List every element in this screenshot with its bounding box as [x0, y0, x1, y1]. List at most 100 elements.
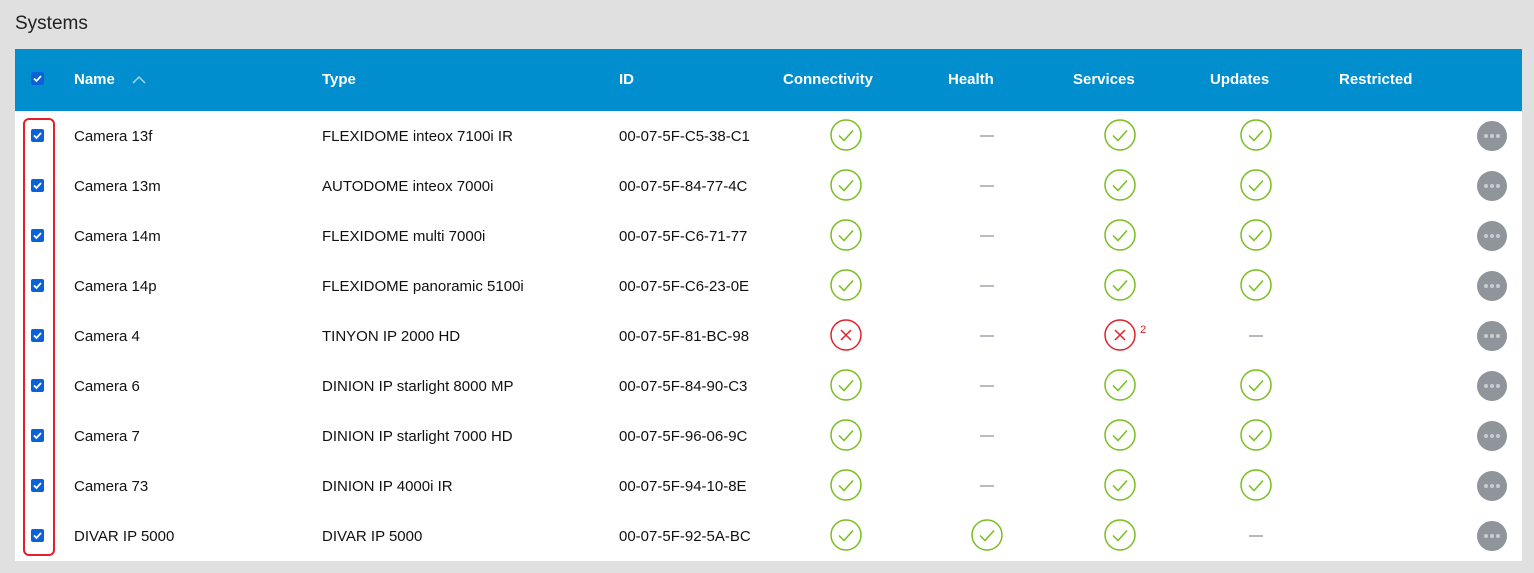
system-name: Camera 4	[74, 328, 140, 345]
system-name: Camera 14p	[74, 278, 157, 295]
system-type: DINION IP 4000i IR	[322, 478, 453, 495]
services-check-circle-icon	[1104, 169, 1136, 201]
system-type: AUTODOME inteox 7000i	[322, 178, 494, 195]
connectivity-check-circle-icon	[830, 469, 862, 501]
system-type: DINION IP starlight 7000 HD	[322, 428, 513, 445]
health-none-dash	[980, 435, 994, 437]
system-type: FLEXIDOME inteox 7100i IR	[322, 128, 513, 145]
services-check-circle-icon	[1104, 219, 1136, 251]
connectivity-check-circle-icon	[830, 369, 862, 401]
systems-table: Name Type ID Connectivity Health Service…	[15, 49, 1522, 561]
system-name: DIVAR IP 5000	[74, 528, 175, 545]
health-none-dash	[980, 335, 994, 337]
more-options-button[interactable]	[1477, 271, 1507, 301]
system-type: TINYON IP 2000 HD	[322, 328, 461, 345]
connectivity-check-circle-icon	[830, 219, 862, 251]
connectivity-check-circle-icon	[830, 119, 862, 151]
updates-check-circle-icon	[1240, 169, 1272, 201]
system-name: Camera 73	[74, 478, 149, 495]
system-id: 00-07-5F-84-90-C3	[619, 378, 748, 395]
system-id: 00-07-5F-C6-23-0E	[619, 278, 750, 295]
more-options-button[interactable]	[1477, 371, 1507, 401]
row-checkbox[interactable]	[31, 129, 44, 142]
updates-check-circle-icon	[1240, 219, 1272, 251]
table-row[interactable]: Camera 4 TINYON IP 2000 HD 00-07-5F-81-B…	[15, 311, 1522, 361]
column-updates[interactable]: Updates	[1210, 71, 1270, 88]
updates-check-circle-icon	[1240, 419, 1272, 451]
updates-none-dash	[1249, 535, 1263, 537]
system-id: 00-07-5F-81-BC-98	[619, 328, 750, 345]
system-id: 00-07-5F-84-77-4C	[619, 178, 748, 195]
health-none-dash	[980, 285, 994, 287]
health-none-dash	[980, 135, 994, 137]
system-name: Camera 13m	[74, 178, 161, 195]
system-id: 00-07-5F-C6-71-77	[619, 228, 748, 245]
services-check-circle-icon	[1104, 419, 1136, 451]
row-checkbox[interactable]	[31, 379, 44, 392]
updates-check-circle-icon	[1240, 119, 1272, 151]
page-title: Systems	[15, 13, 88, 34]
select-all-checkbox[interactable]	[31, 72, 44, 85]
table-row[interactable]: Camera 14p FLEXIDOME panoramic 5100i 00-…	[15, 261, 1522, 311]
connectivity-check-circle-icon	[830, 419, 862, 451]
row-checkbox[interactable]	[31, 429, 44, 442]
system-type: FLEXIDOME panoramic 5100i	[322, 278, 524, 295]
system-type: DIVAR IP 5000	[322, 528, 423, 545]
connectivity-check-circle-icon	[830, 169, 862, 201]
table-row[interactable]: Camera 7 DINION IP starlight 7000 HD 00-…	[15, 411, 1522, 461]
row-checkbox[interactable]	[31, 479, 44, 492]
health-check-circle-icon	[971, 519, 1003, 551]
table-row[interactable]: Camera 6 DINION IP starlight 8000 MP 00-…	[15, 361, 1522, 411]
table-row[interactable]: Camera 73 DINION IP 4000i IR 00-07-5F-94…	[15, 461, 1522, 511]
column-services[interactable]: Services	[1073, 71, 1135, 88]
more-options-button[interactable]	[1477, 521, 1507, 551]
connectivity-x-circle-icon	[830, 319, 862, 351]
table-row[interactable]: Camera 13f FLEXIDOME inteox 7100i IR 00-…	[15, 111, 1522, 161]
row-checkbox[interactable]	[31, 229, 44, 242]
services-check-circle-icon	[1104, 519, 1136, 551]
connectivity-check-circle-icon	[830, 519, 862, 551]
column-health[interactable]: Health	[948, 71, 994, 88]
column-id[interactable]: ID	[619, 71, 634, 88]
system-type: FLEXIDOME multi 7000i	[322, 228, 486, 245]
updates-none-dash	[1249, 335, 1263, 337]
table-header: Name Type ID Connectivity Health Service…	[15, 49, 1522, 111]
services-check-circle-icon	[1104, 469, 1136, 501]
services-x-circle-icon	[1104, 319, 1136, 351]
system-id: 00-07-5F-92-5A-BC	[619, 528, 751, 545]
system-id: 00-07-5F-94-10-8E	[619, 478, 747, 495]
table-row[interactable]: DIVAR IP 5000 DIVAR IP 5000 00-07-5F-92-…	[15, 511, 1522, 561]
column-name[interactable]: Name	[74, 71, 115, 88]
more-options-button[interactable]	[1477, 121, 1507, 151]
column-restricted[interactable]: Restricted	[1339, 71, 1413, 88]
column-type[interactable]: Type	[322, 71, 356, 88]
system-id: 00-07-5F-C5-38-C1	[619, 128, 750, 145]
system-name: Camera 7	[74, 428, 140, 445]
more-options-button[interactable]	[1477, 221, 1507, 251]
table-row[interactable]: Camera 14m FLEXIDOME multi 7000i 00-07-5…	[15, 211, 1522, 261]
row-checkbox[interactable]	[31, 529, 44, 542]
row-checkbox[interactable]	[31, 179, 44, 192]
services-check-circle-icon	[1104, 119, 1136, 151]
updates-check-circle-icon	[1240, 269, 1272, 301]
more-options-button[interactable]	[1477, 321, 1507, 351]
table-row[interactable]: Camera 13m AUTODOME inteox 7000i 00-07-5…	[15, 161, 1522, 211]
more-options-button[interactable]	[1477, 421, 1507, 451]
health-none-dash	[980, 385, 994, 387]
system-type: DINION IP starlight 8000 MP	[322, 378, 514, 395]
more-options-button[interactable]	[1477, 171, 1507, 201]
health-none-dash	[980, 185, 994, 187]
system-name: Camera 14m	[74, 228, 161, 245]
health-none-dash	[980, 485, 994, 487]
row-checkbox[interactable]	[31, 329, 44, 342]
updates-check-circle-icon	[1240, 369, 1272, 401]
column-connectivity[interactable]: Connectivity	[783, 71, 874, 88]
services-check-circle-icon	[1104, 369, 1136, 401]
sort-ascending-icon[interactable]	[132, 75, 146, 84]
more-options-button[interactable]	[1477, 471, 1507, 501]
row-checkbox[interactable]	[31, 279, 44, 292]
connectivity-check-circle-icon	[830, 269, 862, 301]
system-id: 00-07-5F-96-06-9C	[619, 428, 748, 445]
system-name: Camera 6	[74, 378, 140, 395]
services-error-count: 2	[1140, 324, 1147, 336]
